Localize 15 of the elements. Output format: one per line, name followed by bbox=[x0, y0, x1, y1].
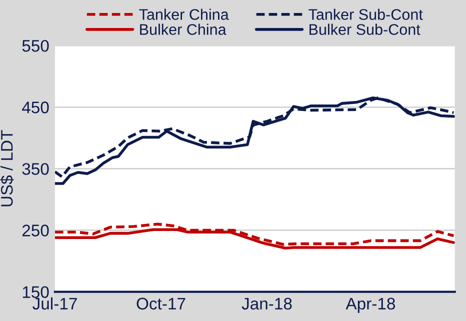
y-tick-label: 250 bbox=[22, 224, 49, 236]
y-axis-title: US$ / LDT bbox=[0, 130, 14, 206]
legend-label: Tanker China bbox=[139, 8, 229, 20]
line-series bbox=[54, 222, 455, 246]
x-tick-label: Apr-18 bbox=[346, 298, 395, 313]
legend-label: Tanker Sub-Cont bbox=[308, 8, 423, 20]
legend-label: Bulker Sub-Cont bbox=[310, 24, 420, 35]
y-tick-label: 350 bbox=[22, 163, 49, 175]
x-tick-label: Jul-17 bbox=[32, 297, 77, 310]
y-tick-label: 450 bbox=[22, 102, 49, 114]
x-tick-label: Jan-18 bbox=[242, 298, 292, 310]
y-tick-label: 550 bbox=[22, 40, 49, 52]
y-tick-label: 150 bbox=[22, 286, 49, 298]
x-tick-label: Oct-17 bbox=[136, 298, 186, 310]
legend-label: Bulker China bbox=[140, 24, 226, 35]
